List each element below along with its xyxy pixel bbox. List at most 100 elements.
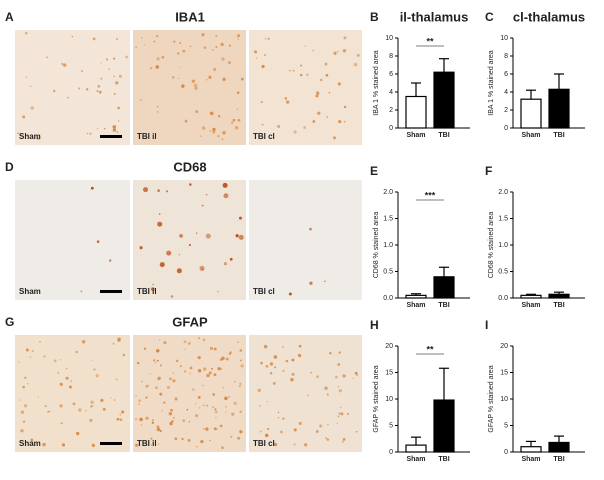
stain-spot xyxy=(138,403,141,406)
stain-spot xyxy=(119,418,123,422)
stain-spot xyxy=(338,351,341,354)
stain-spot xyxy=(315,430,319,433)
stain-spot xyxy=(92,37,96,41)
y-tick-label: 2 xyxy=(504,107,508,114)
stain-spot xyxy=(240,77,244,81)
stain-spot xyxy=(209,346,214,351)
stain-spot xyxy=(282,345,285,348)
stain-spot xyxy=(269,372,273,375)
stain-spot xyxy=(260,101,263,104)
stain-spot xyxy=(179,42,182,44)
stain-spot xyxy=(112,125,117,129)
stain-spot xyxy=(212,49,214,51)
stain-spot xyxy=(235,234,239,238)
stain-spot xyxy=(105,58,109,61)
panel-title: GFAP xyxy=(172,314,208,329)
stain-spot xyxy=(108,68,111,70)
y-tick-label: 0.0 xyxy=(383,295,393,302)
stain-spot xyxy=(224,396,228,401)
micrograph xyxy=(15,335,130,452)
stain-spot xyxy=(197,355,201,360)
stain-spot xyxy=(53,359,57,363)
stain-spot xyxy=(220,356,225,361)
stain-spot xyxy=(234,126,239,130)
image-label: TBI cl xyxy=(253,439,275,448)
stain-spot xyxy=(174,397,178,401)
stain-spot xyxy=(96,90,99,93)
stain-spot xyxy=(149,373,151,375)
y-axis-label: IBA 1 % stained area xyxy=(373,50,380,115)
y-tick-label: 0.0 xyxy=(498,295,508,302)
stain-spot xyxy=(158,213,161,215)
stain-spot xyxy=(93,368,96,371)
stain-spot xyxy=(137,361,140,365)
stain-spot xyxy=(100,398,104,402)
stain-spot xyxy=(213,68,217,71)
micrograph xyxy=(133,180,246,300)
stain-spot xyxy=(269,362,274,366)
stain-spot xyxy=(72,402,76,406)
stain-spot xyxy=(90,186,94,190)
stain-spot xyxy=(103,127,106,130)
stain-spot xyxy=(62,63,67,67)
stain-spot xyxy=(328,91,331,94)
stain-spot xyxy=(139,98,142,101)
stain-spot xyxy=(159,262,165,268)
chart-title: cl-thalamus xyxy=(513,9,585,24)
stain-spot xyxy=(356,54,360,57)
stain-spot xyxy=(76,431,80,436)
panel-title: CD68 xyxy=(173,159,206,174)
y-tick-label: 20 xyxy=(500,343,508,350)
stain-spot xyxy=(49,410,51,413)
stain-spot xyxy=(184,119,188,123)
stain-spot xyxy=(155,65,160,69)
stain-spot xyxy=(229,257,233,261)
stain-spot xyxy=(324,386,328,390)
stain-spot xyxy=(297,353,302,358)
stain-spot xyxy=(213,427,217,431)
stain-spot xyxy=(165,190,169,193)
stain-spot xyxy=(352,377,354,380)
stain-spot xyxy=(203,428,205,430)
panel-letter: F xyxy=(485,164,492,178)
stain-spot xyxy=(228,352,232,355)
stain-spot xyxy=(282,417,285,420)
stain-spot xyxy=(31,349,34,353)
stain-spot xyxy=(212,406,215,409)
x-tick-label: TBI xyxy=(438,302,449,309)
micrograph xyxy=(133,30,246,145)
stain-spot xyxy=(274,366,277,369)
stain-spot xyxy=(340,412,344,416)
stain-spot xyxy=(157,221,163,227)
stain-spot xyxy=(172,379,176,383)
significance-label: ** xyxy=(426,344,434,354)
micrograph xyxy=(133,335,246,452)
stain-spot xyxy=(217,134,220,138)
stain-spot xyxy=(98,90,102,94)
stain-spot xyxy=(115,81,119,85)
stain-spot xyxy=(202,384,204,387)
stain-spot xyxy=(265,364,269,368)
bar xyxy=(405,444,427,453)
stain-spot xyxy=(285,359,289,363)
stain-spot xyxy=(356,374,358,376)
stain-spot xyxy=(333,51,337,55)
stain-spot xyxy=(300,64,303,67)
stain-spot xyxy=(25,76,28,79)
stain-spot xyxy=(306,73,309,77)
stain-spot xyxy=(96,240,100,244)
y-tick-label: 10 xyxy=(385,396,393,403)
stain-spot xyxy=(208,75,212,79)
stain-spot xyxy=(217,367,221,371)
stain-spot xyxy=(309,281,313,285)
stain-spot xyxy=(112,128,117,132)
stain-spot xyxy=(145,396,148,399)
stain-spot xyxy=(44,405,47,408)
stain-spot xyxy=(343,105,347,109)
stain-spot xyxy=(151,419,154,422)
stain-spot xyxy=(113,399,116,401)
stain-spot xyxy=(26,348,28,350)
stain-spot xyxy=(186,408,189,411)
stain-spot xyxy=(138,399,141,402)
stain-spot xyxy=(237,38,239,40)
